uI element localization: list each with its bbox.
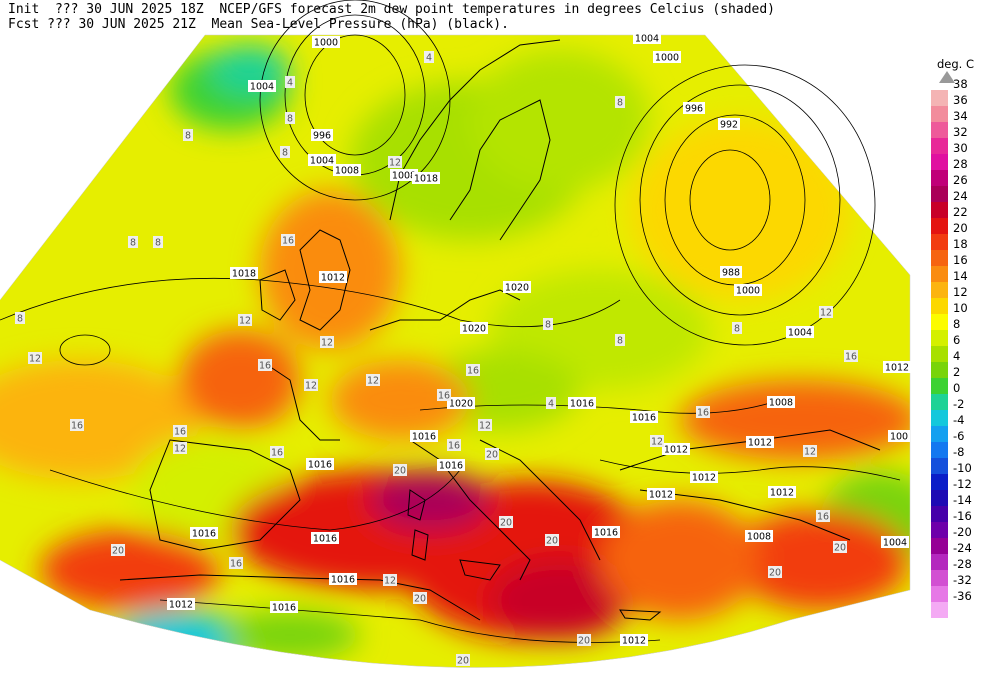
dewpoint-label: 8 xyxy=(545,320,551,331)
isobar-label: 1016 xyxy=(412,432,436,443)
dewpoint-label: 12 xyxy=(367,376,379,387)
dewpoint-label: 8 xyxy=(734,324,740,335)
dewpoint-label: 20 xyxy=(834,543,846,554)
isobar-label: 1008 xyxy=(747,532,771,543)
isobar-label: 992 xyxy=(720,120,738,131)
isobar-label-layer: 1000 1004 996 1004 1008 1008 1018 1004 1… xyxy=(167,32,911,647)
isobar-label: 1004 xyxy=(310,156,334,167)
isobar-label: 1016 xyxy=(570,399,594,410)
isobar-label: 1012 xyxy=(885,363,909,374)
isobar-label: 1008 xyxy=(769,398,793,409)
header-line-fcst: Fcst ??? 30 JUN 2025 21Z Mean Sea-Level … xyxy=(8,17,509,32)
dewpoint-label: 20 xyxy=(500,518,512,529)
dewpoint-label: 20 xyxy=(112,546,124,557)
dewpoint-label: 8 xyxy=(617,336,623,347)
isobar-label: 1000 xyxy=(314,38,338,49)
dewpoint-label: 16 xyxy=(467,366,479,377)
dewpoint-label: 20 xyxy=(414,594,426,605)
isobar-label: 1008 xyxy=(335,166,359,177)
isobar-label: 1012 xyxy=(748,438,772,449)
dewpoint-label: 4 xyxy=(287,78,293,89)
isobar-label: 1020 xyxy=(449,399,473,410)
dewpoint-label: 8 xyxy=(17,314,23,325)
isobar-label: 1016 xyxy=(192,529,216,540)
dewpoint-label: 12 xyxy=(389,158,401,169)
dewpoint-label: 16 xyxy=(817,512,829,523)
dewpoint-label: 8 xyxy=(155,238,161,249)
isobar-label: 1012 xyxy=(169,600,193,611)
dewpoint-label: 12 xyxy=(479,421,491,432)
isobar-label: 988 xyxy=(722,268,740,279)
dewpoint-label: 12 xyxy=(384,576,396,587)
dewpoint-label: 16 xyxy=(438,391,450,402)
isobar-label: 1020 xyxy=(462,324,486,335)
dewpoint-label: 16 xyxy=(448,441,460,452)
map-boundary xyxy=(0,34,911,668)
isobar-label: 1016 xyxy=(331,575,355,586)
isobar-label: 996 xyxy=(313,131,331,142)
dewpoint-label: 4 xyxy=(548,399,554,410)
isobar-label: 1012 xyxy=(649,490,673,501)
isobar-label: 1018 xyxy=(414,174,438,185)
isobar-label: 1016 xyxy=(594,528,618,539)
dewpoint-label: 16 xyxy=(697,408,709,419)
isobar-label: 1004 xyxy=(250,82,274,93)
dewpoint-label: 12 xyxy=(305,381,317,392)
isobar-label: 1012 xyxy=(770,488,794,499)
isobar-label: 1000 xyxy=(655,53,679,64)
dewpoint-label: 12 xyxy=(174,444,186,455)
isobar-label: 996 xyxy=(685,104,703,115)
dewpoint-label: 20 xyxy=(546,536,558,547)
isobar-label: 1016 xyxy=(272,603,296,614)
dewpoint-label: 16 xyxy=(174,427,186,438)
isobar-label: 1016 xyxy=(308,460,332,471)
dewpoint-label: 20 xyxy=(769,568,781,579)
dewpoint-label: 8 xyxy=(185,131,191,142)
dewpoint-label: 8 xyxy=(617,98,623,109)
isobar-label: 1012 xyxy=(664,445,688,456)
isobar-label: 1016 xyxy=(313,534,337,545)
isobar-label: 1004 xyxy=(788,328,812,339)
header-line-init: Init ??? 30 JUN 2025 18Z NCEP/GFS foreca… xyxy=(8,2,776,17)
dewpoint-label: 8 xyxy=(282,148,288,159)
dewpoint-label: 16 xyxy=(259,361,271,372)
dewpoint-label: 12 xyxy=(321,338,333,349)
isobar-label: 1016 xyxy=(632,413,656,424)
dewpoint-label: 8 xyxy=(287,114,293,125)
isobar-label: 1016 xyxy=(439,461,463,472)
isobar-label: 1004 xyxy=(635,34,659,45)
dewpoint-label: 16 xyxy=(282,236,294,247)
dewpoint-label: 12 xyxy=(239,316,251,327)
isobar-label: 1008 xyxy=(392,171,416,182)
dewpoint-label: 8 xyxy=(130,238,136,249)
dewpoint-label: 12 xyxy=(804,447,816,458)
dewpoint-label: 16 xyxy=(71,421,83,432)
dewpoint-label: 16 xyxy=(271,448,283,459)
isobar-label: 1012 xyxy=(692,473,716,484)
dewpoint-label: 20 xyxy=(486,450,498,461)
isobar-label: 1012 xyxy=(321,273,345,284)
dewpoint-shading xyxy=(0,35,910,668)
isobar-label: 1004 xyxy=(883,538,907,549)
dewpoint-label: 12 xyxy=(29,354,41,365)
isobar-label: 1000 xyxy=(736,286,760,297)
isobar-label: 1012 xyxy=(622,636,646,647)
dewpoint-label: 20 xyxy=(394,466,406,477)
dewpoint-label: 16 xyxy=(230,559,242,570)
dewpoint-label-layer: 8 4 8 12 8 8 8 16 12 8 12 16 16 12 16 12… xyxy=(15,51,858,667)
isobar-label: 100 xyxy=(890,432,908,443)
isobar-label: 1020 xyxy=(505,283,529,294)
dewpoint-label: 16 xyxy=(845,352,857,363)
dewpoint-label: 4 xyxy=(426,53,432,64)
dewpoint-label: 12 xyxy=(820,308,832,319)
isobar-label: 1018 xyxy=(232,269,256,280)
dewpoint-label: 12 xyxy=(651,437,663,448)
dewpoint-label: 20 xyxy=(457,656,469,667)
dewpoint-label: 20 xyxy=(578,636,590,647)
